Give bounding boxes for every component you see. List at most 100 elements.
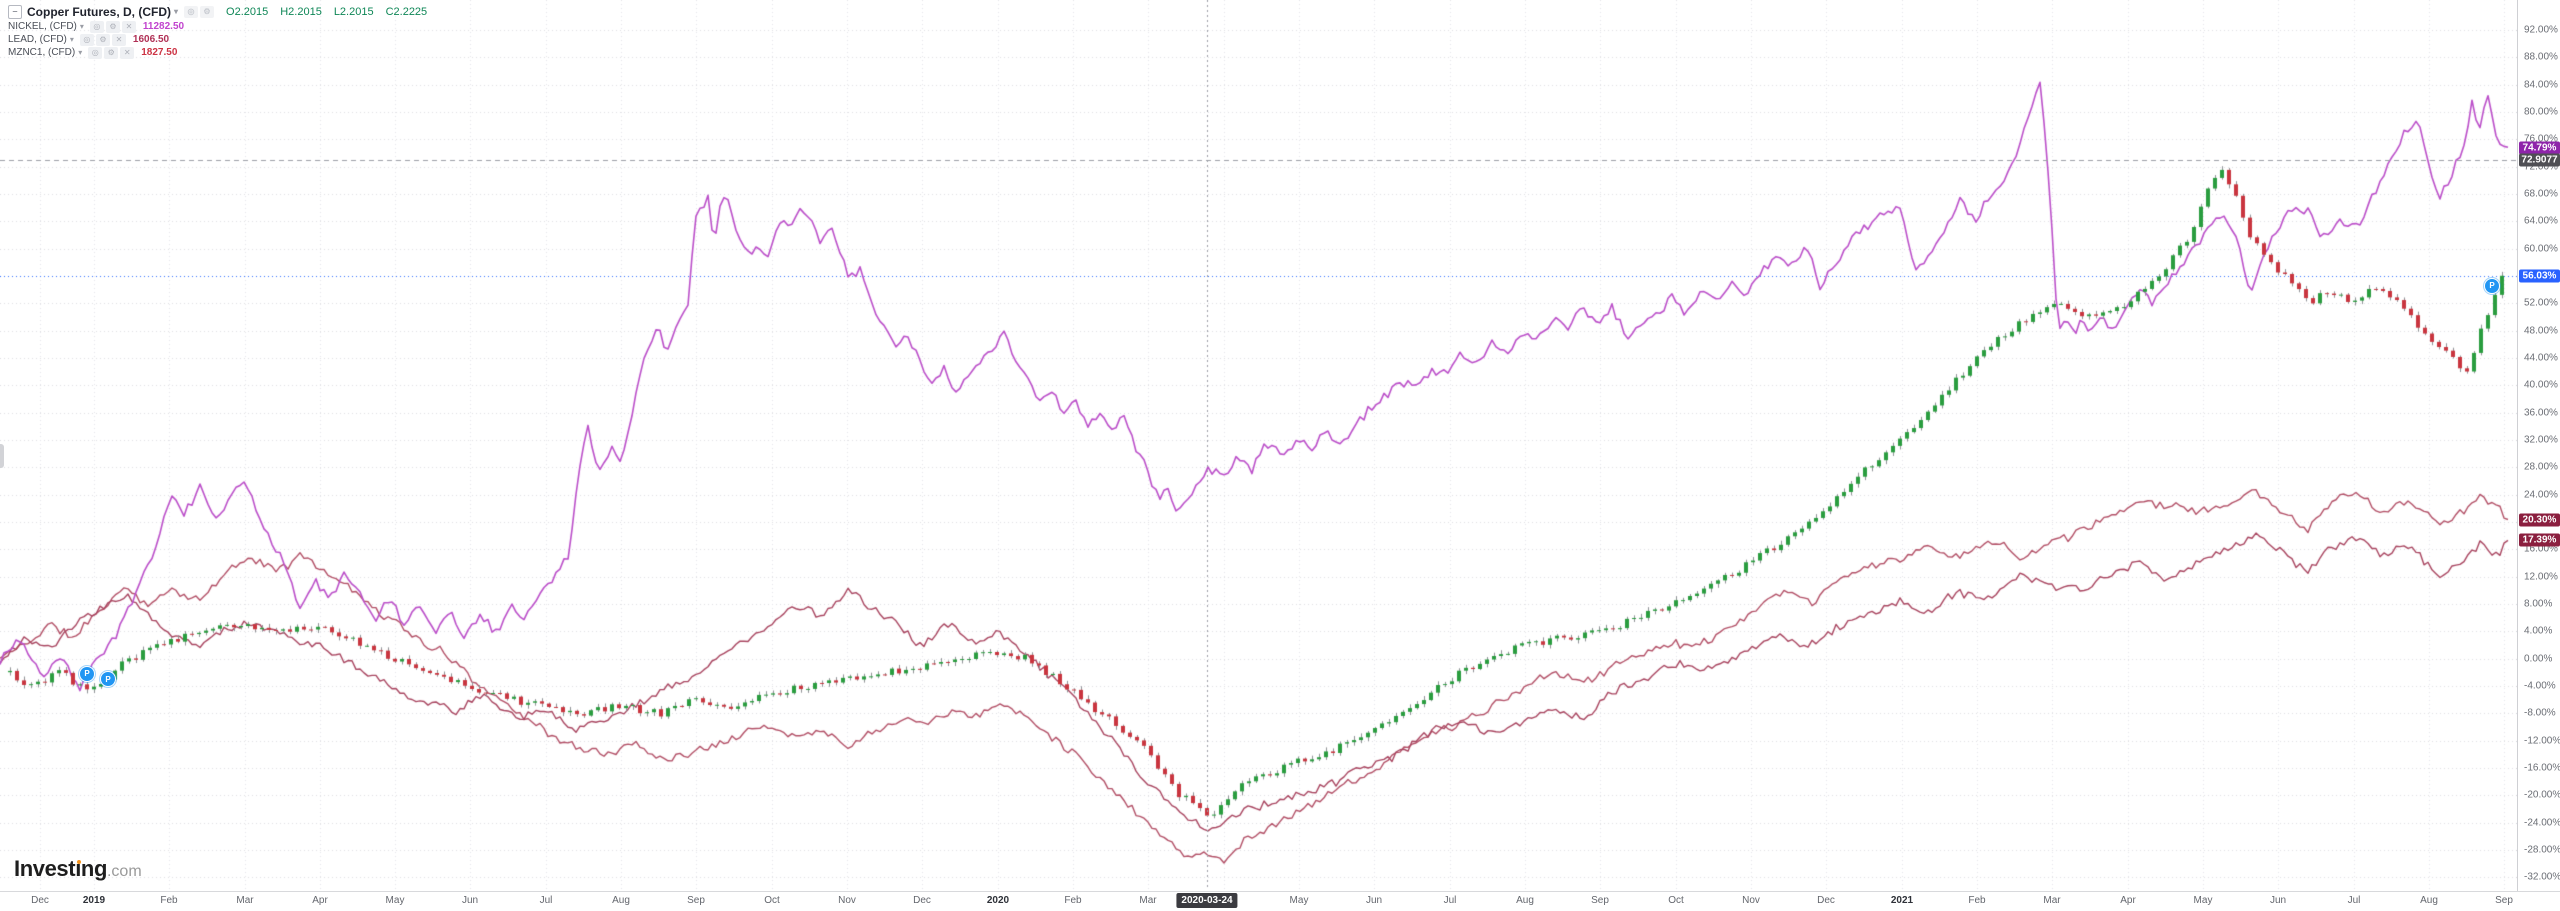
price-tick-label: 64.00% [2524, 215, 2558, 227]
time-tick-label: Sep [2495, 895, 2513, 906]
time-tick-label: Dec [1817, 895, 1835, 906]
price-tick-label: -12.00% [2524, 735, 2560, 747]
compare-row-lead[interactable]: LEAD, (CFD) ▾ ◎ ⚙ ✕ 1606.50 [8, 33, 427, 46]
price-tick-label: 36.00% [2524, 407, 2558, 419]
time-tick-label: Jun [2269, 895, 2287, 906]
time-tick-label: May [1289, 895, 1309, 906]
price-tick-label: -16.00% [2524, 762, 2560, 774]
price-tick-label: -28.00% [2524, 844, 2560, 856]
time-tick-label: Jul [2347, 895, 2361, 906]
time-axis[interactable]: Dec 2019 Feb Mar Apr May Jun Jul Aug Sep Oct Nov Dec… [0, 891, 2560, 911]
price-tick-label: 4.00% [2524, 625, 2553, 637]
compare-row-nickel[interactable]: NICKEL, (CFD) ▾ ◎ ⚙ ✕ 11282.50 [8, 20, 427, 33]
gear-icon[interactable]: ⚙ [105, 20, 120, 33]
time-tick-label: Aug [612, 895, 630, 906]
chevron-down-icon[interactable]: ▾ [79, 22, 84, 31]
close-icon[interactable]: ✕ [121, 20, 136, 33]
time-tick-label: Dec [31, 895, 49, 906]
time-tick-label: 2019 [82, 895, 106, 906]
time-tick-label: Aug [1516, 895, 1534, 906]
price-tick-label: 28.00% [2524, 461, 2558, 473]
price-tick-label: 12.00% [2524, 571, 2558, 583]
chevron-down-icon[interactable]: ▾ [174, 7, 179, 16]
price-badge: 17.39% [2519, 533, 2560, 547]
symbol-label[interactable]: NICKEL, (CFD) [8, 21, 77, 32]
eye-icon[interactable]: ◎ [89, 20, 104, 33]
chevron-down-icon[interactable]: ▾ [69, 35, 74, 44]
low-value: L2.2015 [333, 5, 374, 18]
time-tick-label: Oct [1668, 895, 1684, 906]
close-value: C2.2225 [385, 5, 428, 18]
symbol-title[interactable]: Copper Futures, D, (CFD) [27, 4, 171, 19]
last-value: 11282.50 [142, 21, 185, 32]
event-marker[interactable]: P [100, 671, 116, 688]
last-value: 1606.50 [132, 34, 170, 45]
time-tick-label: Jun [1365, 895, 1383, 906]
price-tick-label: -24.00% [2524, 817, 2560, 828]
price-tick-label: 44.00% [2524, 352, 2558, 364]
time-tick-label: Feb [1968, 895, 1986, 906]
time-tick-label: 2020 [986, 895, 1010, 906]
gear-icon[interactable]: ⚙ [95, 33, 110, 46]
time-tick-label: May [2193, 895, 2213, 906]
last-value: 1827.50 [141, 47, 178, 58]
price-tick-label: -20.00% [2524, 789, 2560, 801]
investing-watermark-logo: Investı ng.com [14, 856, 142, 881]
price-tick-label: 8.00% [2524, 598, 2553, 610]
price-tick-label: 32.00% [2524, 434, 2558, 446]
time-tick-label: Apr [2120, 895, 2136, 906]
time-tick-label: Apr [312, 895, 328, 906]
price-tick-label: -32.00% [2524, 871, 2560, 883]
event-marker[interactable]: P [2484, 277, 2500, 294]
eye-icon[interactable]: ◎ [79, 33, 94, 46]
gear-icon[interactable]: ⚙ [104, 46, 119, 59]
time-tick-label: Jul [539, 895, 553, 906]
price-tick-label: 60.00% [2524, 243, 2558, 255]
price-tick-label: 88.00% [2524, 51, 2558, 63]
price-tick-label: 40.00% [2524, 379, 2558, 391]
price-badge: 72.9077 [2519, 153, 2560, 167]
price-badge: 74.79% [2519, 141, 2560, 155]
time-tick-label: Nov [1742, 895, 1760, 906]
time-tick-label: Dec [913, 895, 931, 906]
price-axis[interactable]: 92.00%88.00%84.00%80.00%76.00%72.00%68.0… [2517, 0, 2560, 891]
price-tick-label: 52.00% [2524, 297, 2558, 309]
orange-dot-icon [76, 859, 81, 864]
time-tick-label: Mar [1139, 895, 1157, 906]
time-tick-label: Jul [1443, 895, 1457, 906]
eye-icon[interactable]: ◎ [184, 5, 199, 18]
time-tick-label: 2021 [1890, 895, 1914, 906]
time-tick-label: May [385, 895, 405, 906]
time-tick-label: Mar [2043, 895, 2061, 906]
price-tick-label: -4.00% [2524, 680, 2556, 692]
chevron-down-icon[interactable]: ▾ [78, 48, 83, 57]
drawing-toolbar-handle[interactable] [0, 444, 4, 468]
compare-row-zinc[interactable]: MZNC1, (CFD) ▾ ◎ ⚙ ✕ 1827.50 [8, 46, 427, 59]
time-tick-label: Feb [160, 895, 178, 906]
time-tick-label: Sep [687, 895, 705, 906]
time-tick-label: Sep [1591, 895, 1609, 906]
price-tick-label: 68.00% [2524, 188, 2558, 200]
gear-icon[interactable]: ⚙ [200, 5, 215, 18]
symbol-label[interactable]: LEAD, (CFD) [8, 34, 67, 45]
event-marker[interactable]: P [79, 665, 95, 682]
close-icon[interactable]: ✕ [120, 46, 135, 59]
close-icon[interactable]: ✕ [111, 33, 126, 46]
collapse-legend-icon[interactable]: – [8, 4, 22, 19]
main-symbol-row[interactable]: – Copper Futures, D, (CFD) ▾ ◎ ⚙ O2.2015… [8, 4, 427, 19]
crosshair-time-badge: 2020-03-24 [1176, 893, 1238, 908]
price-tick-label: 92.00% [2524, 24, 2558, 36]
price-tick-label: 84.00% [2524, 79, 2558, 91]
price-tick-label: 16.00% [2524, 543, 2558, 555]
high-value: H2.2015 [280, 5, 322, 18]
time-tick-label: Jun [461, 895, 479, 906]
price-tick-label: 48.00% [2524, 325, 2558, 337]
price-tick-label: 0.00% [2524, 653, 2553, 665]
time-tick-label: Mar [236, 895, 254, 906]
time-tick-label: Aug [2420, 895, 2438, 906]
eye-icon[interactable]: ◎ [88, 46, 103, 59]
symbol-label[interactable]: MZNC1, (CFD) [8, 47, 76, 58]
chart-legend: – Copper Futures, D, (CFD) ▾ ◎ ⚙ O2.2015… [8, 4, 427, 59]
